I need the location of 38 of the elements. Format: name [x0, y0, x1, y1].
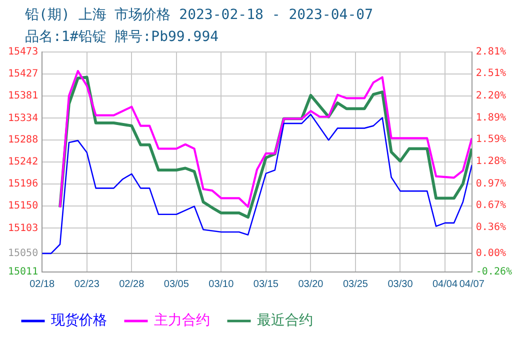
y2-tick-label: 1.59% — [476, 134, 506, 146]
x-tick-label: 02/28 — [119, 278, 145, 290]
x-tick-label: 03/05 — [164, 278, 190, 290]
y2-tick-label: 0.97% — [476, 178, 506, 190]
y2-tick-label: 0.67% — [476, 200, 506, 211]
x-tick-label: 02/18 — [30, 278, 56, 290]
y-tick-label: 15150 — [8, 200, 38, 212]
y-tick-label: 15427 — [8, 68, 38, 80]
y2-tick-label: 1.28% — [476, 156, 506, 168]
y-tick-label: 15103 — [8, 222, 38, 234]
x-tick-label: 03/30 — [388, 278, 414, 290]
x-tick-label: 02/23 — [74, 278, 100, 290]
x-tick-label: 03/25 — [342, 278, 368, 290]
y-tick-label: 15288 — [8, 134, 38, 146]
y2-tick-label: 1.89% — [476, 112, 506, 124]
x-tick-label: 04/07 — [459, 278, 485, 290]
y-tick-label: 15334 — [8, 112, 38, 124]
y2-tick-label: -0.26% — [476, 266, 512, 278]
y2-tick-label: 2.51% — [476, 68, 506, 80]
y-tick-label: 15196 — [8, 178, 38, 190]
x-tick-label: 03/20 — [298, 278, 324, 290]
y2-tick-label: 0.00% — [476, 248, 506, 259]
y-tick-label: 15242 — [8, 156, 38, 168]
y2-tick-label: 2.20% — [476, 90, 506, 102]
legend-label: 现货价格 — [51, 312, 107, 329]
x-tick-label: 03/10 — [208, 278, 234, 290]
y-tick-label: 15473 — [8, 46, 38, 58]
y2-tick-label: 2.81% — [476, 46, 506, 58]
legend-label: 最近合约 — [257, 312, 313, 329]
x-tick-label: 04/04 — [432, 278, 458, 290]
y2-tick-label: 0.36% — [476, 222, 506, 234]
y-tick-label: 15011 — [8, 266, 38, 278]
chart-title: 铅(期) 上海 市场价格 2023-02-18 - 2023-04-07 — [25, 6, 374, 24]
legend-label: 主力合约 — [154, 312, 210, 329]
y-tick-label: 15381 — [8, 90, 38, 102]
y-tick-label: 15050 — [8, 248, 38, 260]
x-tick-label: 03/15 — [253, 278, 279, 290]
chart-subtitle: 品名:1#铅锭 牌号:Pb99.994 — [25, 28, 219, 46]
